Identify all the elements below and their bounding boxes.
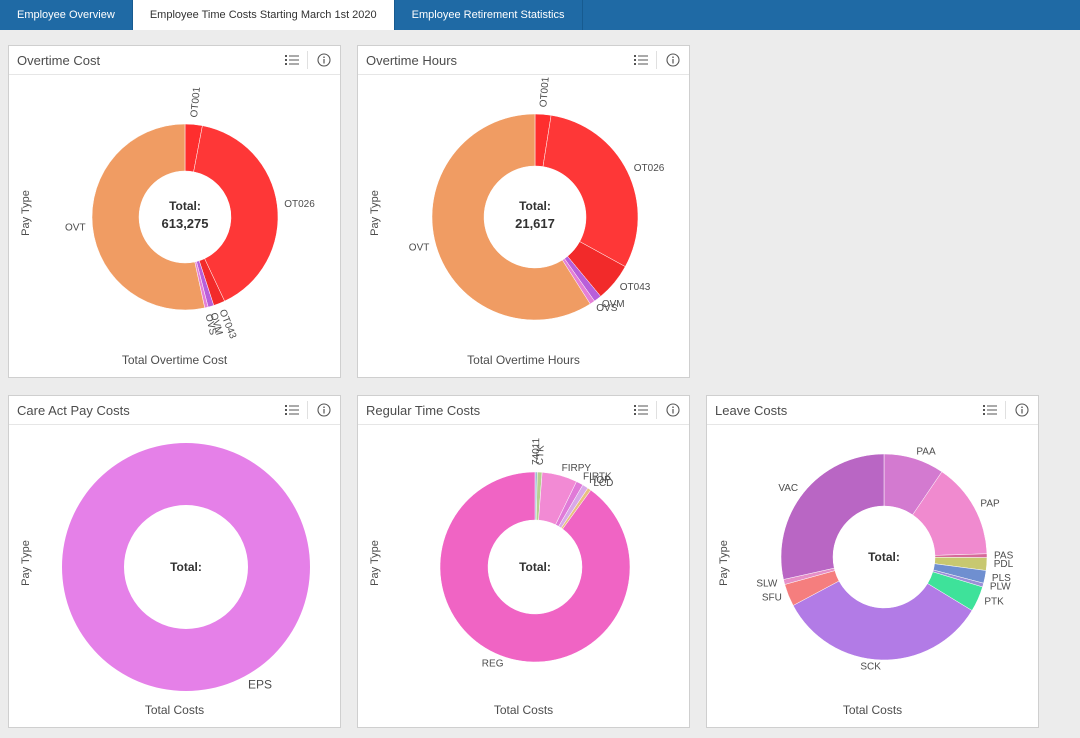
panel-title: Care Act Pay Costs bbox=[17, 403, 130, 418]
panel-leave-costs: Leave Costs PAA PAP PAS PDL PLS PLW PTK SCK SFU S… bbox=[706, 395, 1039, 728]
info-icon[interactable] bbox=[1012, 400, 1032, 420]
slice-label-ot001: OT001 bbox=[189, 86, 203, 118]
slice-ot026[interactable] bbox=[193, 125, 279, 302]
slice-label-ot001: OT001 bbox=[538, 76, 551, 108]
slice-label-ot026: OT026 bbox=[284, 199, 315, 210]
slice-label-pdl: PDL bbox=[994, 559, 1014, 570]
panel-title: Regular Time Costs bbox=[366, 403, 481, 418]
y-axis-title: Pay Type bbox=[718, 540, 730, 586]
panel-header: Care Act Pay Costs bbox=[9, 396, 340, 425]
slice-label-ot026: OT026 bbox=[634, 163, 665, 174]
panel-title: Leave Costs bbox=[715, 403, 788, 418]
panel-care-act-pay-costs: Care Act Pay Costs EPS Total: Pay Type To… bbox=[8, 395, 341, 728]
y-axis-title: Pay Type bbox=[20, 190, 32, 236]
tab-employee-retirement-statistics[interactable]: Employee Retirement Statistics bbox=[395, 0, 583, 30]
slice-label-sck: SCK bbox=[860, 662, 881, 673]
y-axis-title: Pay Type bbox=[369, 540, 381, 586]
tab-bar: Employee Overview Employee Time Costs St… bbox=[0, 0, 1080, 30]
slice-label-ovs: OVS bbox=[203, 313, 219, 336]
x-axis-title: Total Costs bbox=[842, 703, 903, 717]
slice-label-hop: HOP bbox=[589, 475, 611, 486]
slice-label-pls: PLS bbox=[992, 573, 1011, 584]
tab-employee-time-costs[interactable]: Employee Time Costs Starting March 1st 2… bbox=[132, 0, 395, 30]
panel-title: Overtime Cost bbox=[17, 53, 101, 68]
panel-overtime-cost: Overtime Cost OT001 OT026 OT043 OVM OVS OVT To… bbox=[8, 45, 341, 378]
x-axis-title: Total Overtime Cost bbox=[121, 353, 228, 367]
slice-label-ot043: OT043 bbox=[620, 282, 651, 293]
slice-label-sfu: SFU bbox=[762, 592, 782, 603]
list-icon[interactable] bbox=[980, 400, 1000, 420]
info-icon[interactable] bbox=[663, 400, 683, 420]
slice-ovt[interactable] bbox=[431, 113, 591, 321]
slice-ot026[interactable] bbox=[542, 114, 639, 267]
slice-label-reg: REG bbox=[482, 659, 504, 670]
total-label: Total: bbox=[170, 560, 202, 574]
panel-header: Overtime Cost bbox=[9, 46, 340, 75]
slice-label-ovt: OVT bbox=[409, 242, 430, 253]
slice-label-slw: SLW bbox=[756, 578, 777, 589]
total-value: 613,275 bbox=[162, 216, 209, 231]
list-icon[interactable] bbox=[631, 400, 651, 420]
x-axis-title: Total Costs bbox=[144, 703, 205, 717]
slice-label-ovm: OVM bbox=[602, 299, 625, 310]
slice-label-ctk: CTK bbox=[535, 445, 547, 466]
panel-overtime-hours: Overtime Hours OT001 OT026 OT043 OVM OVS OVT T… bbox=[357, 45, 690, 378]
panel-title: Overtime Hours bbox=[366, 53, 458, 68]
slice-label-lcd: LCD bbox=[593, 478, 613, 489]
slice-label-ptk: PTK bbox=[984, 597, 1004, 608]
slice-label-pas: PAS bbox=[994, 550, 1014, 561]
slice-sck[interactable] bbox=[792, 580, 973, 661]
slice-label-pap: PAP bbox=[980, 499, 1000, 510]
header-divider bbox=[1005, 401, 1006, 419]
slice-ovt[interactable] bbox=[91, 123, 206, 311]
care-act-donut-chart: EPS Total: bbox=[61, 442, 310, 692]
x-axis-title: Total Costs bbox=[493, 703, 554, 717]
slice-reg[interactable] bbox=[439, 471, 631, 663]
tab-employee-overview[interactable]: Employee Overview bbox=[0, 0, 133, 30]
panel-regular-time-costs: Regular Time Costs 74011 CTK FIRPY FIRTK HOP… bbox=[357, 395, 690, 728]
slice-label-paa: PAA bbox=[916, 447, 936, 458]
slice-label-74011: 74011 bbox=[531, 437, 542, 465]
header-divider bbox=[307, 401, 308, 419]
panel-header: Regular Time Costs bbox=[358, 396, 689, 425]
total-value: 21,617 bbox=[515, 216, 555, 231]
panel-header: Leave Costs bbox=[707, 396, 1038, 425]
info-icon[interactable] bbox=[314, 50, 334, 70]
y-axis-title: Pay Type bbox=[20, 540, 32, 586]
panel-header: Overtime Hours bbox=[358, 46, 689, 75]
y-axis-title: Pay Type bbox=[369, 190, 381, 236]
slice-label-plw: PLW bbox=[990, 582, 1011, 593]
slice-label-ovs: OVS bbox=[596, 303, 617, 314]
slice-vac[interactable] bbox=[780, 453, 885, 580]
slice-label-vac: VAC bbox=[778, 483, 798, 494]
info-icon[interactable] bbox=[663, 50, 683, 70]
total-label: Total: bbox=[519, 560, 551, 574]
slice-label-eps: EPS bbox=[248, 678, 272, 692]
total-label: Total: bbox=[169, 199, 201, 213]
slice-label-firpy: FIRPY bbox=[562, 463, 592, 474]
x-axis-title: Total Overtime Hours bbox=[467, 353, 580, 367]
info-icon[interactable] bbox=[314, 400, 334, 420]
slice-eps[interactable] bbox=[61, 442, 310, 692]
header-divider bbox=[656, 51, 657, 69]
slice-label-ovt: OVT bbox=[65, 222, 86, 233]
slice-label-firtk: FIRTK bbox=[583, 472, 612, 483]
total-label: Total: bbox=[519, 199, 551, 213]
total-label: Total: bbox=[868, 550, 900, 564]
list-icon[interactable] bbox=[282, 50, 302, 70]
list-icon[interactable] bbox=[631, 50, 651, 70]
header-divider bbox=[307, 51, 308, 69]
list-icon[interactable] bbox=[282, 400, 302, 420]
header-divider bbox=[656, 401, 657, 419]
